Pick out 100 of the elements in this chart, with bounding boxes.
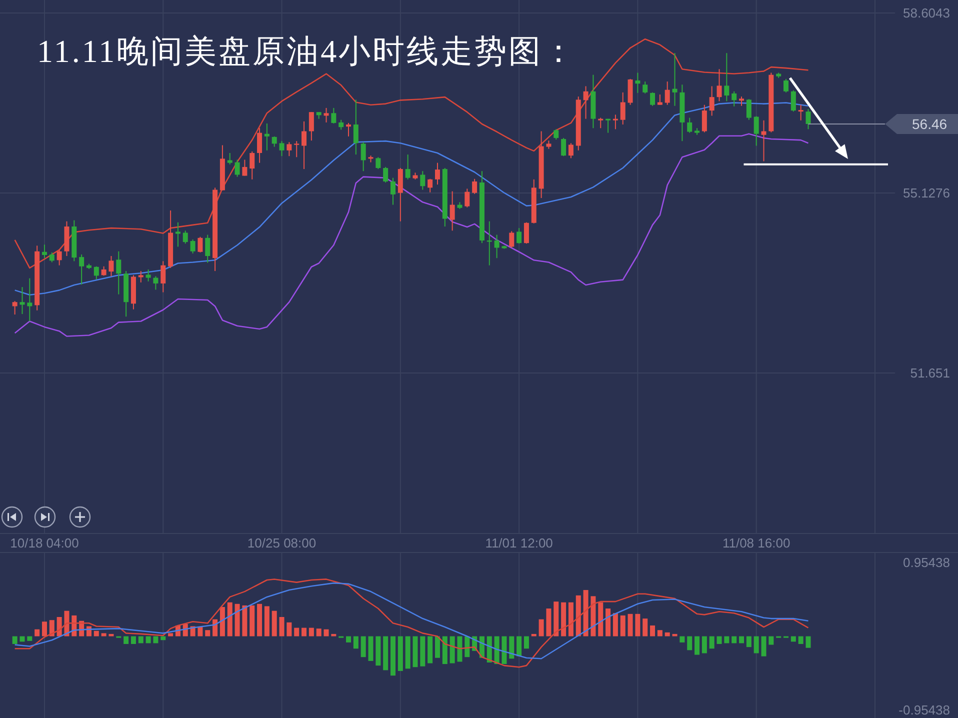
bar [724, 636, 730, 644]
candlestick [257, 128, 262, 164]
candlestick [242, 159, 248, 176]
candlestick [754, 116, 759, 146]
bar [101, 633, 106, 636]
y-tick-label: 0.95438 [903, 555, 950, 570]
bar [368, 636, 374, 661]
candlestick [561, 137, 566, 157]
bar [672, 634, 678, 636]
candlestick [264, 122, 270, 151]
x-tick-label: 11/08 16:00 [722, 536, 790, 550]
bar [516, 636, 522, 656]
bar [12, 636, 18, 644]
bar [272, 610, 277, 636]
y-tick-label: -0.95438 [898, 702, 950, 718]
bar [420, 636, 426, 666]
bar [709, 636, 714, 649]
candlestick [606, 118, 611, 134]
candlestick [761, 120, 766, 162]
line-series [14, 102, 809, 296]
bar [650, 625, 656, 636]
bar [635, 614, 640, 636]
bar [457, 636, 462, 662]
bar [331, 634, 336, 636]
bar [657, 630, 662, 636]
bar [286, 622, 292, 636]
bar [538, 619, 544, 636]
bar [576, 595, 581, 636]
bar [502, 636, 507, 664]
bar [694, 636, 700, 655]
bar [509, 636, 514, 659]
bar [761, 636, 766, 656]
bar [398, 636, 403, 671]
bar [376, 636, 381, 666]
candlestick [153, 276, 158, 290]
bar [257, 604, 262, 636]
bar [220, 606, 225, 636]
bar [664, 632, 670, 636]
candlestick [620, 92, 626, 126]
candlestick [657, 94, 662, 106]
bar [642, 618, 648, 636]
bar [160, 636, 166, 640]
candlestick [524, 222, 529, 244]
text: 56.46 [912, 116, 948, 132]
candlestick [583, 86, 588, 120]
candlestick [612, 114, 618, 130]
candlestick [428, 178, 433, 193]
bar [583, 590, 588, 636]
bar [108, 634, 114, 636]
candlestick [116, 250, 122, 295]
candlestick [376, 156, 381, 170]
candlestick [739, 96, 744, 106]
bar [606, 608, 611, 636]
candlestick [331, 107, 336, 124]
candlestick [434, 162, 440, 186]
candlestick [182, 230, 188, 244]
bar [27, 636, 32, 641]
bar [590, 596, 596, 636]
x-tick-label: 11/01 12:00 [485, 536, 553, 550]
bar [806, 636, 811, 648]
candlestick [108, 256, 114, 277]
candlestick [146, 268, 151, 282]
candlestick [27, 278, 32, 322]
bar [702, 636, 707, 654]
bar [49, 620, 54, 636]
bar [138, 636, 144, 644]
bar [598, 602, 604, 636]
bar [390, 636, 396, 676]
bar [34, 629, 40, 636]
bar [790, 636, 796, 642]
bar [754, 636, 759, 654]
candlestick [702, 104, 707, 133]
bar [227, 602, 232, 636]
candlestick [94, 266, 99, 280]
candlestick [746, 98, 752, 120]
y-tick-label: 55.1276 [903, 185, 950, 200]
x-tick-label: 10/25 08:00 [247, 536, 316, 550]
candlestick [598, 117, 604, 129]
bar [450, 636, 455, 664]
candlestick [494, 234, 500, 259]
candlestick [806, 108, 811, 130]
bar [42, 622, 47, 636]
candlestick [12, 300, 18, 316]
bar [198, 627, 203, 636]
candlestick [49, 252, 54, 263]
candlestick [250, 150, 255, 180]
candlestick [664, 81, 670, 106]
candlestick [20, 286, 25, 314]
bar [442, 636, 448, 664]
bar [20, 636, 25, 642]
candlestick [420, 170, 426, 190]
candlestick [628, 78, 633, 106]
candlestick [716, 68, 722, 102]
bar [212, 619, 218, 636]
candlestick [324, 107, 329, 123]
candlestick [79, 254, 84, 285]
bar [628, 614, 633, 636]
candlestick [464, 188, 470, 208]
bar [746, 636, 752, 648]
bar [554, 602, 559, 636]
